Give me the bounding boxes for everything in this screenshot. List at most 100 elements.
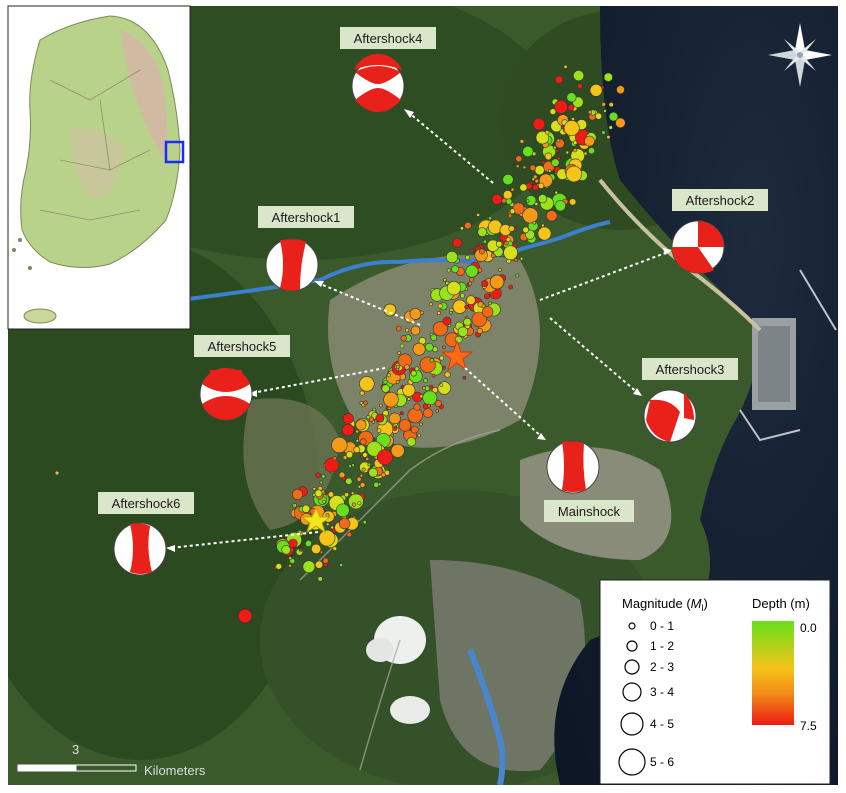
beachball-mainshock bbox=[546, 440, 600, 494]
epicenter-dot bbox=[481, 306, 494, 318]
compass-rose-icon bbox=[768, 23, 832, 87]
epicenter-dot bbox=[368, 467, 378, 478]
epicenter-dot bbox=[595, 112, 603, 120]
epicenter-dot bbox=[477, 301, 484, 308]
epicenter-dot bbox=[442, 345, 446, 350]
label-aftershock3: Aftershock3 bbox=[642, 358, 738, 380]
epicenter-dot bbox=[359, 482, 366, 488]
beachball-aftershock3 bbox=[643, 389, 697, 443]
epicenter-dot bbox=[525, 195, 537, 206]
label-aftershock1: Aftershock1 bbox=[258, 206, 354, 228]
epicenter-dot bbox=[541, 160, 546, 165]
svg-text:Aftershock6: Aftershock6 bbox=[112, 496, 181, 511]
epicenter-dot bbox=[587, 110, 592, 115]
epicenter-dot bbox=[409, 308, 422, 320]
epicenter-dot bbox=[531, 177, 536, 182]
epicenter-dot bbox=[419, 422, 423, 427]
epicenter-dot bbox=[435, 409, 440, 413]
epicenter-dot bbox=[464, 304, 469, 310]
svg-text:3: 3 bbox=[72, 742, 79, 757]
epicenter-dot bbox=[476, 327, 483, 334]
epicenter-dot bbox=[315, 472, 322, 479]
epicenter-dot bbox=[505, 237, 511, 242]
magnitude-legend-circle bbox=[618, 748, 646, 776]
epicenter-dot bbox=[583, 151, 588, 156]
magnitude-legend-label: 5 - 6 bbox=[650, 755, 674, 769]
epicenter-dot bbox=[363, 400, 368, 405]
epicenter-dot bbox=[537, 226, 552, 241]
epicenter-dot bbox=[601, 102, 606, 107]
epicenter-dot bbox=[419, 394, 424, 399]
epicenter-dot bbox=[437, 303, 443, 309]
epicenter-dot bbox=[519, 256, 524, 261]
label-aftershock4: Aftershock4 bbox=[340, 27, 436, 49]
epicenter-dot bbox=[54, 470, 60, 476]
epicenter-dot bbox=[291, 488, 303, 500]
epicenter-dot bbox=[356, 476, 362, 482]
epicenter-dot bbox=[477, 227, 488, 237]
epicenter-dot bbox=[414, 366, 420, 372]
epicenter-dot bbox=[406, 397, 411, 401]
beachball-aftershock6 bbox=[113, 522, 167, 576]
epicenter-dot bbox=[508, 225, 515, 232]
epicenter-dot bbox=[399, 343, 405, 349]
epicenter-dot bbox=[395, 364, 400, 369]
epicenter-dot bbox=[488, 216, 493, 221]
legend: Magnitude (Ml) Depth (m) 0 - 1 1 - 2 2 - 3… bbox=[599, 579, 831, 785]
epicenter-dot bbox=[410, 370, 417, 377]
svg-text:Aftershock1: Aftershock1 bbox=[272, 210, 341, 225]
epicenter-dot bbox=[413, 403, 421, 411]
magnitude-legend-circle bbox=[628, 622, 636, 630]
magnitude-legend-label: 1 - 2 bbox=[650, 639, 674, 653]
epicenter-dot bbox=[522, 226, 530, 234]
epicenter-dot bbox=[608, 125, 613, 130]
epicenter-dot bbox=[302, 560, 316, 574]
epicenter-dot bbox=[491, 193, 503, 205]
epicenter-dot bbox=[462, 375, 467, 380]
epicenter-dot bbox=[361, 467, 366, 472]
arrow-heads bbox=[166, 109, 672, 552]
epicenter-dot bbox=[400, 384, 405, 389]
epicenter-dot bbox=[532, 184, 539, 191]
svg-text:Aftershock5: Aftershock5 bbox=[208, 339, 277, 354]
epicenter-dot bbox=[508, 284, 514, 290]
epicenter-dot bbox=[341, 423, 355, 437]
epicenter-dot bbox=[510, 187, 515, 192]
epicenter-dot bbox=[322, 557, 329, 564]
epicenter-dot bbox=[325, 522, 330, 527]
epicenter-dot bbox=[569, 198, 577, 206]
epicenter-dot bbox=[327, 491, 335, 498]
epicenter-dot bbox=[498, 268, 502, 272]
beachball-aftershock2 bbox=[671, 220, 725, 274]
epicenter-dot bbox=[445, 281, 450, 286]
epicenter-dot bbox=[304, 539, 312, 547]
epicenter-dot bbox=[554, 190, 559, 195]
epicenter-dot bbox=[488, 301, 492, 306]
epicenter-dot bbox=[547, 169, 552, 173]
epicenter-dot bbox=[330, 525, 335, 530]
epicenter-dot bbox=[383, 380, 388, 385]
epicenter-dot bbox=[431, 373, 436, 378]
epicenter-dot bbox=[422, 386, 426, 391]
epicenter-dot bbox=[589, 84, 603, 97]
epicenter-dot bbox=[463, 317, 472, 327]
epicenter-dot bbox=[515, 273, 520, 278]
epicenter-dot bbox=[395, 380, 400, 384]
epicenter-dot bbox=[404, 364, 410, 370]
epicenter-dot bbox=[288, 563, 292, 568]
epicenter-dot bbox=[584, 135, 595, 147]
epicenter-dot bbox=[338, 471, 346, 479]
epicenter-dot bbox=[553, 145, 557, 150]
epicenter-dot bbox=[351, 502, 357, 507]
epicenter-dot bbox=[522, 207, 539, 224]
epicenter-dot bbox=[359, 473, 364, 478]
epicenter-dot bbox=[532, 117, 546, 131]
epicenter-dot bbox=[417, 433, 421, 438]
epicenter-dot bbox=[489, 274, 505, 290]
epicenter-dot bbox=[400, 335, 407, 342]
epicenter-dot bbox=[301, 504, 311, 513]
epicenter-dot bbox=[556, 156, 561, 161]
epicenter-dot bbox=[549, 108, 557, 115]
epicenter-dot bbox=[451, 265, 459, 274]
